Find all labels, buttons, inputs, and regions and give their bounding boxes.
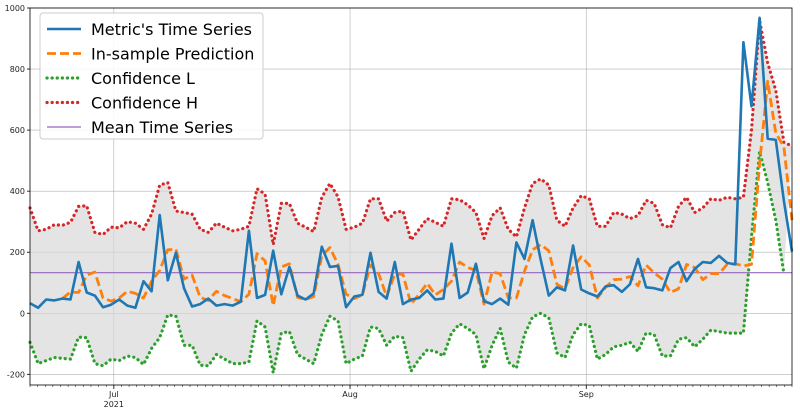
y-tick-label: 200 bbox=[10, 248, 25, 257]
legend-label: In-sample Prediction bbox=[91, 45, 254, 64]
legend-label: Confidence H bbox=[91, 94, 198, 113]
x-tick-label: Sep bbox=[579, 390, 594, 399]
legend-box bbox=[39, 12, 264, 140]
y-axis-ticks: -200 0 200 400 600 800 1000 bbox=[5, 4, 30, 379]
series-line-2 bbox=[28, 149, 786, 375]
series-line-3 bbox=[28, 18, 794, 247]
legend-label: Confidence L bbox=[91, 69, 195, 88]
y-tick-label: 600 bbox=[10, 126, 25, 135]
y-tick-label: 1000 bbox=[5, 4, 25, 13]
series-lines bbox=[28, 16, 794, 375]
series-line-0 bbox=[29, 16, 794, 310]
y-tick-label: -200 bbox=[7, 370, 25, 379]
legend-label: Mean Time Series bbox=[91, 118, 233, 137]
legend-label: Metric's Time Series bbox=[91, 20, 252, 39]
series-line-1 bbox=[61, 79, 794, 307]
legend: Metric's Time Series In-sample Prediction… bbox=[39, 12, 264, 140]
x-tick-label: Aug bbox=[342, 390, 358, 399]
plot-frame bbox=[29, 7, 793, 386]
y-tick-label: 800 bbox=[10, 65, 25, 74]
confidence-band bbox=[30, 20, 792, 373]
x-tick-year-label: 2021 bbox=[104, 400, 124, 409]
y-tick-label: 400 bbox=[10, 187, 25, 196]
x-tick-label: Jul bbox=[108, 390, 119, 399]
y-tick-label: 0 bbox=[20, 309, 25, 318]
